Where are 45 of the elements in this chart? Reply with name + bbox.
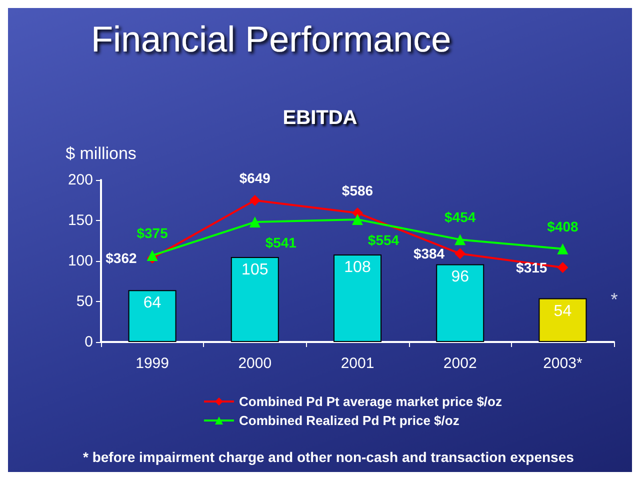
y-tick-label: 200 <box>68 172 93 188</box>
data-label: $586 <box>342 182 374 199</box>
text: * before impairment charge and other non-cash and transaction expenses <box>83 449 574 465</box>
x-tick-label: 1999 <box>136 355 169 372</box>
y-tick-label: 0 <box>84 334 93 350</box>
point <box>454 234 466 246</box>
y-tick-label: 150 <box>68 212 93 229</box>
data-label: 105 <box>242 261 268 278</box>
data-label: $554 <box>368 232 400 248</box>
data-label: 54 <box>554 302 572 320</box>
bar <box>436 264 484 342</box>
data-label: $454 <box>444 209 476 226</box>
point <box>557 243 568 254</box>
legend-label: Combined Pd Pt average market price $/oz <box>239 394 502 409</box>
chart-subtitle: EBITDA <box>282 107 358 129</box>
annotation: * <box>610 289 618 310</box>
bar <box>538 298 587 342</box>
y-tick-label: 50 <box>76 293 93 310</box>
data-label: $408 <box>547 218 578 234</box>
point <box>146 250 158 261</box>
point <box>454 248 466 260</box>
bar <box>334 254 382 342</box>
point <box>249 216 260 228</box>
data-label: $384 <box>413 246 445 262</box>
bar <box>128 290 176 342</box>
bar <box>230 256 279 342</box>
x-tick-label: 2002 <box>443 355 477 372</box>
x-tick-label: 2001 <box>340 355 374 372</box>
data-label: $362 <box>106 250 137 266</box>
data-label: $375 <box>136 224 168 241</box>
point <box>557 262 568 274</box>
data-label: 96 <box>451 268 470 286</box>
chart-title: Financial Performance <box>91 18 452 60</box>
data-label: 64 <box>143 294 162 312</box>
data-label: $315 <box>516 260 548 276</box>
data-label: $541 <box>265 234 297 251</box>
y-tick-label: 100 <box>68 252 93 270</box>
point <box>249 194 260 206</box>
x-tick-label: 2003* <box>543 355 582 372</box>
data-label: 108 <box>344 259 371 276</box>
x-tick-label: 2000 <box>238 355 272 372</box>
legend-label: Combined Realized Pd Pt price $/oz <box>239 413 460 428</box>
y-axis-title: $ millions <box>66 144 136 163</box>
point <box>352 214 363 225</box>
data-label: $649 <box>239 170 271 186</box>
